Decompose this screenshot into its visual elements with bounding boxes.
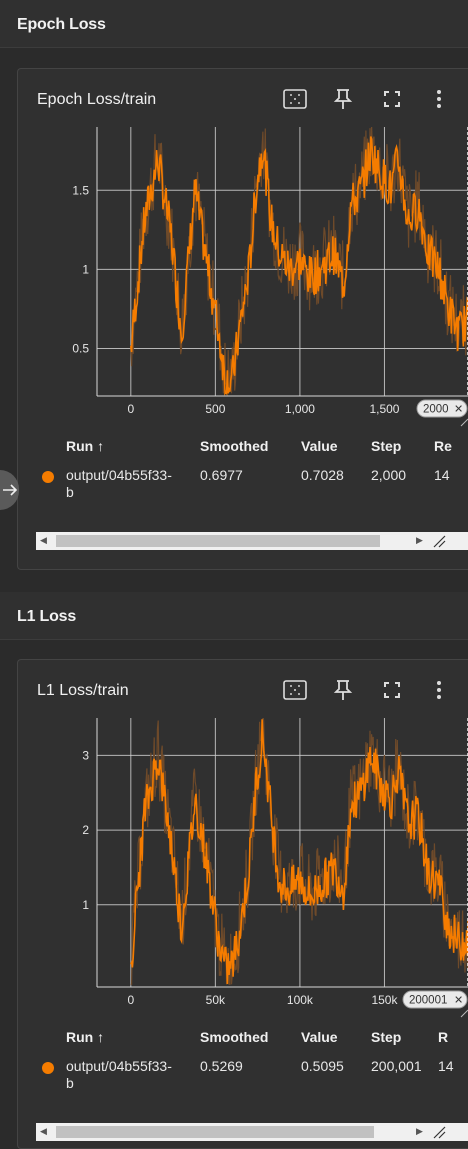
column-header-value[interactable]: Value	[301, 438, 338, 454]
column-header-run[interactable]: Run ↑	[66, 438, 105, 454]
resize-grip-icon	[460, 418, 468, 427]
line-chart-epoch-loss: 0 500 1,000 1,500 0.5 1 1.5 2000 ✕	[72, 127, 468, 427]
scroll-left-arrow[interactable]: ◀	[40, 535, 47, 545]
y-tick-label: 1	[82, 262, 89, 276]
table-horizontal-scrollbar[interactable]: ◀ ▶	[36, 1123, 468, 1141]
fullscreen-button[interactable]	[378, 676, 406, 704]
smoothed-series-line	[130, 136, 468, 396]
x-tick-label: 0	[127, 993, 134, 1007]
run-color-dot	[42, 1062, 54, 1074]
column-header-run[interactable]: Run ↑	[66, 1029, 105, 1045]
fullscreen-button[interactable]	[378, 85, 406, 113]
arrow-right-icon	[2, 484, 17, 496]
run-name: output/04b55f33-	[66, 467, 172, 483]
section-header-epoch-loss[interactable]: Epoch Loss	[0, 0, 468, 48]
section-header-l1-loss[interactable]: L1 Loss	[0, 592, 468, 640]
more-vert-icon	[437, 681, 441, 699]
close-icon[interactable]: ✕	[454, 995, 463, 1007]
y-tick-label: 2	[82, 823, 89, 837]
column-header-step[interactable]: Step	[371, 438, 402, 454]
column-header-relative[interactable]: R	[438, 1029, 449, 1045]
smoothed-value: 0.6977	[200, 467, 243, 483]
x-tick-label: 100k	[287, 993, 314, 1007]
fit-domain-button[interactable]	[281, 85, 309, 113]
run-color-dot	[42, 471, 54, 483]
smoothed-value: 0.5269	[200, 1058, 243, 1074]
step-chip-bg	[402, 990, 468, 1009]
expand-sidebar-button[interactable]	[0, 470, 19, 510]
chart-card-epoch-loss: Epoch Loss/train 0 500 1,000 1,500 0.5 1 1.5 20…	[17, 68, 468, 570]
scroll-left-arrow[interactable]: ◀	[40, 1126, 47, 1136]
y-tick-label: 3	[82, 748, 89, 762]
column-header-relative[interactable]: Re	[434, 438, 452, 454]
y-tick-label: 0.5	[72, 342, 89, 356]
fit-domain-icon	[283, 680, 307, 700]
step-value: 200,001	[371, 1058, 422, 1074]
fullscreen-icon	[384, 91, 400, 107]
fit-domain-button[interactable]	[281, 676, 309, 704]
y-tick-label: 1.5	[72, 183, 89, 197]
table-horizontal-scrollbar[interactable]: ◀ ▶	[36, 532, 468, 550]
step-chip-bg	[416, 399, 468, 418]
pin-icon	[333, 680, 353, 700]
run-name-cont: b	[66, 484, 74, 500]
pin-button[interactable]	[329, 85, 357, 113]
x-tick-label: 50k	[206, 993, 226, 1007]
pin-icon	[333, 89, 353, 109]
step-value: 2,000	[371, 467, 407, 483]
column-header-step[interactable]: Step	[371, 1029, 402, 1045]
card-title: L1 Loss/train	[37, 682, 129, 699]
step-chip-label: 200001	[409, 995, 447, 1007]
run-name-cont: b	[66, 1075, 74, 1091]
smoothed-series-line	[130, 719, 468, 985]
x-tick-label: 1,000	[285, 402, 315, 416]
section-title: L1 Loss	[17, 608, 77, 625]
scroll-right-arrow[interactable]: ▶	[416, 1126, 423, 1136]
scroll-right-arrow[interactable]: ▶	[416, 535, 423, 545]
step-chip[interactable]: 200001 ✕	[402, 990, 468, 1009]
column-header-smoothed[interactable]: Smoothed	[200, 1029, 269, 1045]
x-tick-label: 1,500	[369, 402, 399, 416]
fullscreen-icon	[384, 682, 400, 698]
resize-grip-icon[interactable]	[432, 1125, 446, 1139]
line-chart-l1-loss: 0 50k 100k 150k 1 2 3 200001 ✕	[82, 718, 468, 1018]
run-name: output/04b55f33-	[66, 1058, 172, 1074]
section-title: Epoch Loss	[17, 16, 106, 33]
resize-grip-icon	[460, 1009, 468, 1018]
column-header-value[interactable]: Value	[301, 1029, 338, 1045]
fit-domain-icon	[283, 89, 307, 109]
scrollbar-thumb[interactable]	[56, 1126, 374, 1138]
raw-value: 0.5095	[301, 1058, 344, 1074]
column-header-smoothed[interactable]: Smoothed	[200, 438, 269, 454]
more-options-button[interactable]	[425, 85, 453, 113]
x-tick-label: 500	[205, 402, 225, 416]
relative-value: 14	[434, 467, 450, 483]
resize-grip-icon[interactable]	[432, 534, 446, 548]
close-icon[interactable]: ✕	[454, 404, 463, 416]
scrollbar-thumb[interactable]	[56, 535, 380, 547]
raw-value: 0.7028	[301, 467, 344, 483]
more-options-button[interactable]	[425, 676, 453, 704]
x-tick-label: 0	[127, 402, 134, 416]
chart-card-l1-loss: L1 Loss/train 0 50k 100k 150k 1 2 3 200001 ✕ Run…	[17, 659, 468, 1149]
step-chip-label: 2000	[423, 404, 449, 416]
step-chip[interactable]: 2000 ✕	[416, 399, 468, 418]
x-tick-label: 150k	[371, 993, 398, 1007]
y-tick-label: 1	[82, 898, 89, 912]
relative-value: 14	[438, 1058, 454, 1074]
more-vert-icon	[437, 90, 441, 108]
pin-button[interactable]	[329, 676, 357, 704]
card-title: Epoch Loss/train	[37, 91, 157, 108]
